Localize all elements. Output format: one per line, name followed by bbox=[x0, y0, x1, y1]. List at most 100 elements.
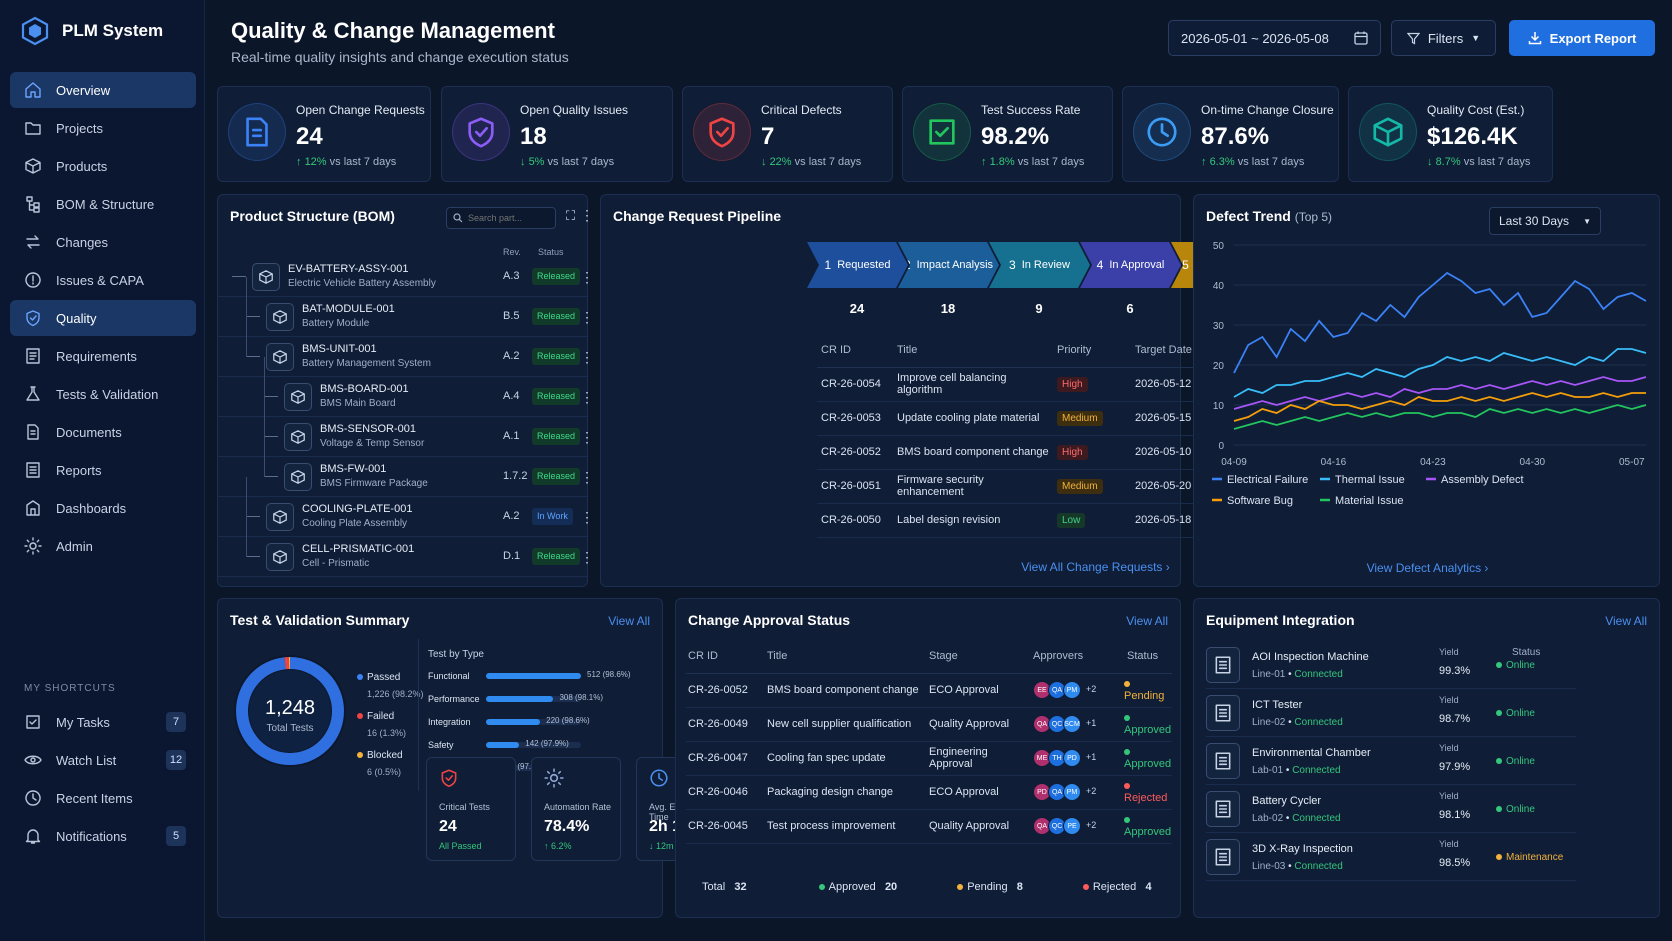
sidebar: PLM System Overview Projects Products BOM &… bbox=[0, 0, 205, 941]
bom-panel: Product Structure (BOM) ⛶ ⋮ Rev. Status … bbox=[217, 194, 594, 587]
expand-icon[interactable]: ⛶ bbox=[566, 208, 576, 223]
filters-label: Filters bbox=[1427, 30, 1464, 46]
table-row[interactable]: CR-26-0047 Cooling fan spec update Enginee… bbox=[686, 741, 1172, 776]
approval-cr-id[interactable]: CR-26-0052 bbox=[686, 673, 760, 708]
sidebar-item-bom-structure[interactable]: BOM & Structure bbox=[10, 186, 196, 222]
approval-view-all[interactable]: View All bbox=[1126, 614, 1168, 628]
table-row[interactable]: CR-26-0045 Test process improvement Qualit… bbox=[686, 809, 1172, 844]
sidebar-item-projects[interactable]: Projects bbox=[10, 110, 196, 146]
sidebar-item-changes[interactable]: Changes bbox=[10, 224, 196, 260]
shortcut-label: Notifications bbox=[56, 828, 127, 844]
bom-title: Product Structure (BOM) bbox=[230, 208, 395, 224]
approval-cr-id[interactable]: CR-26-0046 bbox=[686, 775, 760, 810]
row-menu-icon[interactable]: ⋮ bbox=[580, 549, 594, 565]
kpi-card-quality-cost-est-[interactable]: Quality Cost (Est.) $126.4K ↓ 8.7% vs last… bbox=[1348, 86, 1553, 182]
shortcut-watch-list[interactable]: Watch List 12 bbox=[10, 742, 196, 778]
sidebar-item-dashboards[interactable]: Dashboards bbox=[10, 490, 196, 526]
avatar[interactable]: PM bbox=[1063, 783, 1081, 801]
equipment-yield: 98.7% bbox=[1439, 713, 1471, 725]
avatar[interactable]: PD bbox=[1063, 749, 1081, 767]
approval-status: Rejected bbox=[1124, 792, 1168, 804]
kpi-trend: ↑ 6.3% vs last 7 days bbox=[1201, 156, 1305, 168]
row-menu-icon[interactable]: ⋮ bbox=[580, 469, 594, 485]
date-range-picker[interactable]: 2026-05-01 ~ 2026-05-08 bbox=[1168, 20, 1381, 56]
tree-line bbox=[246, 277, 247, 317]
kpi-label: Open Quality Issues bbox=[520, 103, 629, 117]
brand[interactable]: PLM System bbox=[20, 16, 163, 46]
row-menu-icon[interactable]: ⋮ bbox=[580, 269, 594, 285]
bom-tree-row[interactable]: BMS-SENSOR-001 Voltage & Temp Sensor A.1 Re… bbox=[218, 397, 594, 457]
kpi-card-critical-defects[interactable]: Critical Defects 7 ↓ 22% vs last 7 days bbox=[682, 86, 893, 182]
bom-tree-row[interactable]: COOLING-PLATE-001 Cooling Plate Assembly A… bbox=[218, 477, 594, 537]
cr-title: Label design revision bbox=[891, 503, 1051, 538]
bom-tree-row[interactable]: CELL-PRISMATIC-001 Cell - Prismatic D.1 Rel… bbox=[218, 517, 594, 577]
row-menu-icon[interactable]: ⋮ bbox=[580, 389, 594, 405]
defect-range-select[interactable]: Last 30 Days ▼ bbox=[1489, 207, 1601, 235]
sidebar-item-documents[interactable]: Documents bbox=[10, 414, 196, 450]
test-metric-card[interactable]: Automation Rate 78.4% ↑ 6.2% bbox=[531, 757, 621, 861]
equipment-row[interactable]: 3D X-Ray Inspection Line-03 • Connected Yi… bbox=[1206, 831, 1576, 881]
equipment-row[interactable]: Environmental Chamber Lab-01 • Connected Y… bbox=[1206, 735, 1576, 785]
equipment-row[interactable]: ICT Tester Line-02 • Connected Yield 98.7% O… bbox=[1206, 687, 1576, 737]
bom-search[interactable] bbox=[446, 207, 556, 229]
cr-id-link[interactable]: CR-26-0053 bbox=[817, 401, 891, 436]
row-menu-icon[interactable]: ⋮ bbox=[580, 309, 594, 325]
series-line-material-issue bbox=[1233, 404, 1647, 430]
equipment-view-all[interactable]: View All bbox=[1605, 614, 1647, 628]
table-row[interactable]: CR-26-0049 New cell supplier qualificatio… bbox=[686, 707, 1172, 742]
view-all-change-requests[interactable]: View All Change Requests › bbox=[1021, 560, 1170, 574]
test-metric-card[interactable]: Critical Tests 24 All Passed bbox=[426, 757, 516, 861]
tests-view-all[interactable]: View All bbox=[608, 614, 650, 628]
sidebar-item-reports[interactable]: Reports bbox=[10, 452, 196, 488]
approval-cr-id[interactable]: CR-26-0045 bbox=[686, 809, 760, 844]
table-row[interactable]: CR-26-0052 BMS board component change ECO … bbox=[686, 673, 1172, 708]
avatar[interactable]: SCM bbox=[1063, 715, 1081, 733]
approval-stage: ECO Approval bbox=[922, 673, 1026, 708]
pipeline-stage-in-approval[interactable]: 4 In Approval bbox=[1080, 242, 1181, 288]
pipeline-stage-impact-analysis[interactable]: 2Impact Analysis bbox=[898, 242, 999, 288]
bom-tree-row[interactable]: BMS-UNIT-001 Battery Management System A.2… bbox=[218, 317, 594, 377]
equipment-row[interactable]: AOI Inspection Machine Line-01 • Connecte… bbox=[1206, 639, 1576, 689]
shortcut-recent-items[interactable]: Recent Items bbox=[10, 780, 196, 816]
more-icon[interactable]: ⋮ bbox=[580, 207, 594, 223]
shortcut-my-tasks[interactable]: My Tasks 7 bbox=[10, 704, 196, 740]
task-icon bbox=[26, 715, 40, 729]
cr-id-link[interactable]: CR-26-0051 bbox=[817, 469, 891, 504]
approval-cr-id[interactable]: CR-26-0049 bbox=[686, 707, 760, 742]
pipeline-stage-in-review[interactable]: 3 In Review bbox=[989, 242, 1090, 288]
avatar[interactable]: PE bbox=[1063, 817, 1081, 835]
bom-tree-row[interactable]: BMS-BOARD-001 BMS Main Board A.4 Released ⋮ bbox=[218, 357, 594, 417]
sidebar-item-overview[interactable]: Overview bbox=[10, 72, 196, 108]
row-menu-icon[interactable]: ⋮ bbox=[580, 509, 594, 525]
equipment-row[interactable]: Battery Cycler Lab-02 • Connected Yield 98.… bbox=[1206, 783, 1576, 833]
filters-button[interactable]: Filters ▼ bbox=[1391, 20, 1496, 56]
view-defect-analytics[interactable]: View Defect Analytics › bbox=[1366, 561, 1489, 575]
sidebar-item-tests-validation[interactable]: Tests & Validation bbox=[10, 376, 196, 412]
bom-tree-row[interactable]: BMS-FW-001 BMS Firmware Package 1.7.2 Relea… bbox=[218, 437, 594, 497]
cr-id-link[interactable]: CR-26-0054 bbox=[817, 367, 891, 402]
chevron-down-icon: ▼ bbox=[1583, 216, 1591, 226]
cr-id-link[interactable]: CR-26-0052 bbox=[817, 435, 891, 470]
kpi-card-open-change-requests[interactable]: Open Change Requests 24 ↑ 12% vs last 7 da… bbox=[217, 86, 431, 182]
table-row[interactable]: CR-26-0046 Packaging design change ECO App… bbox=[686, 775, 1172, 810]
sidebar-item-products[interactable]: Products bbox=[10, 148, 196, 184]
row-menu-icon[interactable]: ⋮ bbox=[580, 349, 594, 365]
avatar[interactable]: PM bbox=[1063, 681, 1081, 699]
box-icon bbox=[291, 470, 305, 484]
sidebar-item-admin[interactable]: Admin bbox=[10, 528, 196, 564]
approval-cr-id[interactable]: CR-26-0047 bbox=[686, 741, 760, 776]
bom-tree-row[interactable]: BAT-MODULE-001 Battery Module B.5 Released ⋮ bbox=[218, 277, 594, 337]
sidebar-item-requirements[interactable]: Requirements bbox=[10, 338, 196, 374]
export-report-button[interactable]: Export Report bbox=[1509, 20, 1655, 56]
sidebar-item-quality[interactable]: Quality bbox=[10, 300, 196, 336]
kpi-card-on-time-change-closure[interactable]: On-time Change Closure 87.6% ↑ 6.3% vs las… bbox=[1122, 86, 1339, 182]
sidebar-item-issues-capa[interactable]: Issues & CAPA bbox=[10, 262, 196, 298]
kpi-card-open-quality-issues[interactable]: Open Quality Issues 18 ↓ 5% vs last 7 days bbox=[441, 86, 673, 182]
shortcut-notifications[interactable]: Notifications 5 bbox=[10, 818, 196, 854]
kpi-card-test-success-rate[interactable]: Test Success Rate 98.2% ↑ 1.8% vs last 7 d… bbox=[902, 86, 1113, 182]
row-menu-icon[interactable]: ⋮ bbox=[580, 429, 594, 445]
cr-id-link[interactable]: CR-26-0050 bbox=[817, 503, 891, 538]
pipeline-stage-requested[interactable]: 1 Requested bbox=[807, 242, 908, 288]
bom-tree-row[interactable]: EV-BATTERY-ASSY-001 Electric Vehicle Batt… bbox=[218, 257, 594, 297]
bom-search-input[interactable] bbox=[468, 213, 548, 223]
